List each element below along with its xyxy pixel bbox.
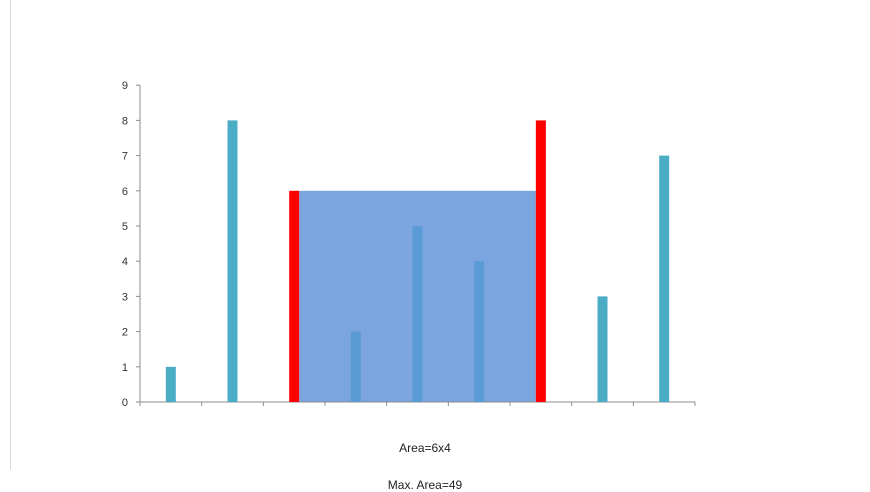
- y-tick-label: 6: [122, 186, 128, 198]
- bar-9: [659, 155, 670, 402]
- bar-8: [597, 296, 608, 402]
- y-tick-label: 2: [122, 327, 128, 339]
- bar-3: [289, 190, 300, 402]
- y-tick-label: 4: [122, 256, 128, 268]
- bar-7: [535, 120, 546, 403]
- y-tick-label: 3: [122, 291, 128, 303]
- y-tick-label: 0: [122, 397, 128, 409]
- bar-2: [227, 120, 238, 403]
- bar-4: [350, 331, 361, 402]
- bar-6: [474, 261, 485, 402]
- area-caption: Area=6x4: [399, 441, 451, 455]
- max-area-caption: Max. Area=49: [387, 478, 463, 492]
- y-tick-label: 8: [122, 115, 128, 127]
- y-tick-label: 9: [122, 80, 128, 92]
- bar-5: [412, 226, 423, 402]
- left-border-line: [10, 0, 11, 470]
- y-tick-label: 7: [122, 151, 128, 163]
- bar-1: [165, 366, 176, 402]
- y-tick-label: 1: [122, 362, 128, 374]
- y-tick-label: 5: [122, 221, 128, 233]
